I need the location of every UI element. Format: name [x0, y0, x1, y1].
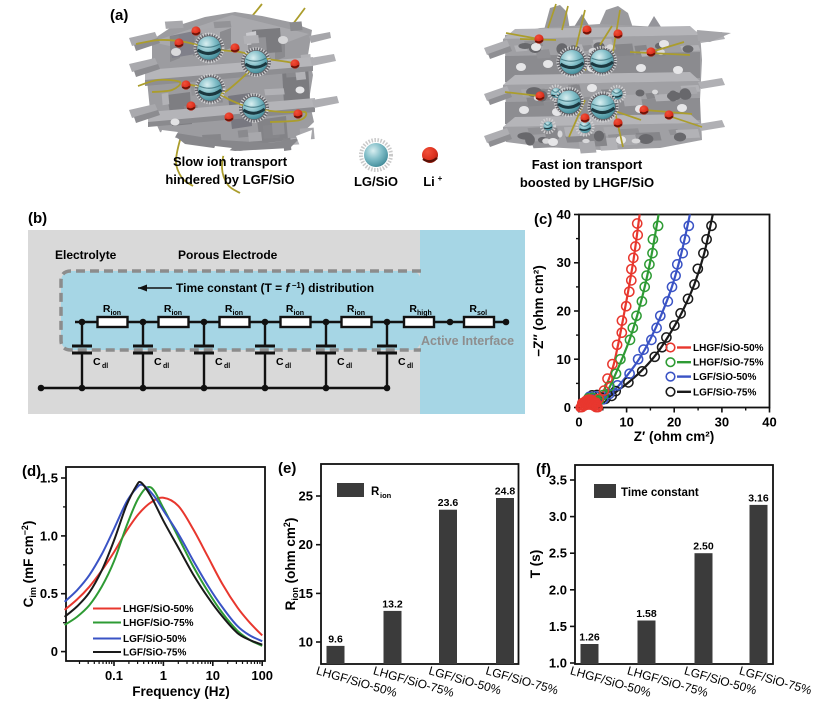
svg-text:LHGF/SiO-75%: LHGF/SiO-75% — [693, 358, 764, 369]
svg-text:LHGF/SiO-75%: LHGF/SiO-75% — [123, 618, 194, 629]
svg-text:100: 100 — [251, 668, 273, 683]
svg-text:0: 0 — [51, 644, 58, 659]
svg-text:0: 0 — [575, 415, 582, 430]
svg-text:ion: ion — [355, 310, 366, 317]
svg-text:hindered by LGF/SiO: hindered by LGF/SiO — [165, 172, 294, 187]
svg-text:Z′ (ohm cm²): Z′ (ohm cm²) — [634, 429, 714, 444]
svg-text:(d): (d) — [22, 463, 41, 480]
svg-text:high: high — [417, 310, 432, 317]
svg-text:dl: dl — [224, 363, 230, 370]
svg-text:LGF/SiO-50%: LGF/SiO-50% — [123, 634, 186, 645]
svg-text:R: R — [409, 303, 417, 315]
svg-text:+: + — [438, 174, 443, 183]
svg-text:(b): (b) — [28, 210, 47, 227]
svg-text:40: 40 — [762, 415, 776, 430]
svg-text:ion: ion — [111, 310, 122, 317]
svg-text:3.16: 3.16 — [748, 492, 769, 504]
svg-text:ion: ion — [172, 310, 183, 317]
svg-text:30: 30 — [715, 415, 729, 430]
svg-text:C: C — [398, 356, 406, 368]
svg-text:(e): (e) — [278, 460, 296, 477]
svg-text:R: R — [286, 303, 294, 315]
svg-text:Porous Electrode: Porous Electrode — [178, 248, 278, 262]
svg-text:dl: dl — [285, 363, 291, 370]
svg-text:R: R — [225, 303, 233, 315]
svg-text:1: 1 — [160, 668, 167, 683]
svg-text:C: C — [93, 356, 101, 368]
svg-text:40: 40 — [557, 207, 571, 222]
svg-text:R: R — [469, 303, 477, 315]
svg-text:dl: dl — [163, 363, 169, 370]
svg-text:15: 15 — [299, 586, 313, 601]
svg-text:30: 30 — [557, 255, 571, 270]
svg-text:LGF/SiO-75%: LGF/SiO-75% — [123, 648, 186, 659]
svg-text:dl: dl — [102, 363, 108, 370]
svg-text:LHGF/SiO-50%: LHGF/SiO-50% — [123, 604, 194, 615]
svg-text:1.0: 1.0 — [40, 528, 58, 543]
svg-text:R: R — [347, 303, 355, 315]
svg-text:C: C — [154, 356, 162, 368]
svg-text:Fast ion transport: Fast ion transport — [532, 157, 643, 172]
svg-text:1.5: 1.5 — [549, 619, 567, 634]
svg-text:LHGF/SiO-50%: LHGF/SiO-50% — [693, 343, 764, 354]
svg-text:24.8: 24.8 — [495, 486, 516, 498]
svg-text:dl: dl — [346, 363, 352, 370]
svg-text:2.50: 2.50 — [693, 541, 714, 553]
svg-text:1.0: 1.0 — [549, 656, 567, 671]
svg-text:25: 25 — [299, 489, 313, 504]
svg-text:sol: sol — [477, 310, 487, 317]
svg-text:ion: ion — [294, 310, 305, 317]
svg-text:9.6: 9.6 — [328, 633, 343, 645]
svg-text:10: 10 — [557, 352, 571, 367]
svg-text:0.5: 0.5 — [40, 586, 58, 601]
svg-text:Rion (ohm cm2): Rion (ohm cm2) — [282, 518, 300, 611]
svg-text:R: R — [164, 303, 172, 315]
svg-text:2.0: 2.0 — [549, 582, 567, 597]
svg-text:0: 0 — [564, 400, 571, 415]
svg-text:3.5: 3.5 — [549, 473, 567, 488]
svg-text:boosted by LHGF/SiO: boosted by LHGF/SiO — [520, 175, 654, 190]
svg-text:(a): (a) — [110, 7, 128, 24]
svg-text:−Z″ (ohm cm²): −Z″ (ohm cm²) — [531, 265, 546, 357]
svg-text:Active Interface: Active Interface — [421, 334, 514, 348]
svg-text:ion: ion — [380, 491, 392, 500]
svg-text:2.5: 2.5 — [549, 546, 567, 561]
svg-text:1.58: 1.58 — [636, 608, 657, 620]
svg-text:C: C — [276, 356, 284, 368]
svg-text:20: 20 — [667, 415, 681, 430]
svg-text:0.1: 0.1 — [105, 668, 123, 683]
svg-text:10: 10 — [206, 668, 220, 683]
svg-text:1.5: 1.5 — [40, 471, 58, 486]
svg-text:dl: dl — [407, 363, 413, 370]
svg-text:23.6: 23.6 — [438, 497, 459, 509]
svg-text:T (s): T (s) — [528, 550, 543, 579]
svg-text:C: C — [337, 356, 345, 368]
svg-text:20: 20 — [557, 304, 571, 319]
svg-text:10: 10 — [619, 415, 633, 430]
svg-text:LGF/SiO-50%: LGF/SiO-50% — [693, 372, 756, 383]
svg-text:Electrolyte: Electrolyte — [55, 248, 117, 262]
svg-text:Li: Li — [423, 174, 435, 189]
svg-text:LG/SiO: LG/SiO — [354, 174, 398, 189]
svg-text:1.26: 1.26 — [579, 632, 600, 644]
svg-text:R: R — [371, 486, 380, 498]
svg-text:(c): (c) — [534, 211, 552, 228]
svg-text:R: R — [103, 303, 111, 315]
svg-text:13.2: 13.2 — [382, 598, 403, 610]
svg-text:LGF/SiO-75%: LGF/SiO-75% — [693, 387, 756, 398]
svg-text:Time constant (T = f −1) distr: Time constant (T = f −1) distribution — [176, 281, 374, 295]
svg-text:3.0: 3.0 — [549, 509, 567, 524]
svg-text:(f): (f) — [536, 461, 551, 478]
svg-text:Time constant: Time constant — [621, 487, 699, 499]
svg-text:10: 10 — [299, 635, 313, 650]
svg-text:C: C — [215, 356, 223, 368]
svg-text:Frequency (Hz): Frequency (Hz) — [132, 684, 230, 699]
svg-text:20: 20 — [299, 537, 313, 552]
svg-text:Slow ion transport: Slow ion transport — [173, 154, 288, 169]
svg-text:ion: ion — [233, 310, 244, 317]
svg-text:Cim (mF cm−2): Cim (mF cm−2) — [20, 521, 38, 608]
